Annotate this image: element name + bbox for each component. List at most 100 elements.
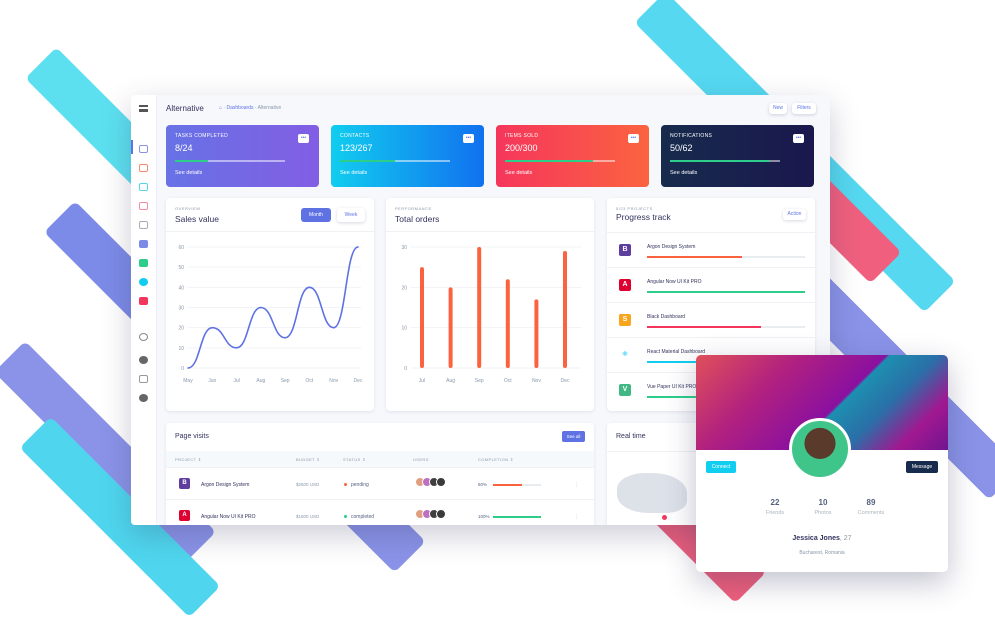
charts-icon[interactable] — [139, 278, 148, 286]
profile-stat-value: 10 — [818, 498, 828, 507]
x-tick-label: Aug — [446, 378, 455, 384]
x-tick-label: Jun — [208, 378, 216, 384]
x-tick-label: Sep — [281, 378, 290, 384]
see-details-link[interactable]: See details — [670, 170, 698, 176]
profile-age: , 27 — [839, 535, 852, 542]
more-button[interactable]: ••• — [793, 134, 804, 143]
progress-item-name: Black Dashboard — [647, 314, 686, 320]
column-header[interactable]: BUDGET ⇕ — [296, 457, 321, 462]
completion-text: 100% — [478, 514, 490, 519]
profile-stat: 22 Friends — [751, 498, 799, 516]
order-bar — [420, 267, 424, 368]
dashboard-icon[interactable] — [139, 145, 148, 153]
users-avatars[interactable] — [415, 477, 446, 489]
status-text: pending — [351, 482, 369, 488]
stat-card: ITEMS SOLD 200/300 See details ••• — [496, 125, 649, 187]
progress-item-name: Argon Design System — [647, 244, 696, 250]
profile-stat-value: 22 — [770, 498, 780, 507]
action-button[interactable]: Action — [783, 209, 806, 220]
progress-item[interactable]: S Black Dashboard — [607, 302, 815, 337]
tables-icon[interactable] — [139, 221, 148, 229]
sales-point — [211, 326, 214, 329]
profile-stat: 10 Photos — [799, 498, 847, 516]
see-details-link[interactable]: See details — [505, 170, 533, 176]
row-menu-icon[interactable]: ⋮ — [574, 514, 579, 520]
y-tick-label: 10 — [178, 346, 184, 352]
stat-label: TASKS COMPLETED — [175, 133, 229, 139]
status-text: completed — [351, 514, 375, 520]
widgets-icon[interactable] — [139, 259, 148, 267]
users-avatars[interactable] — [415, 509, 446, 521]
sales-point — [308, 286, 311, 289]
sales-point — [284, 336, 286, 339]
y-tick-label: 40 — [178, 285, 184, 291]
foundation-icon[interactable] — [139, 356, 148, 364]
project-logo-icon: B — [619, 244, 631, 256]
order-bar — [477, 247, 482, 368]
sales-point — [260, 306, 262, 309]
y-tick-label: 50 — [178, 265, 184, 271]
message-button[interactable]: Message — [906, 461, 938, 473]
orders-title: Total orders — [395, 214, 440, 224]
avatar[interactable] — [789, 418, 851, 480]
user-avatar[interactable] — [436, 509, 446, 519]
getting-started-icon[interactable] — [139, 333, 148, 341]
profile-name-line: Jessica Jones, 27 — [696, 535, 948, 542]
progress-item[interactable]: B Argon Design System — [607, 232, 815, 267]
completion-text: 60% — [478, 482, 488, 487]
stat-label: CONTACTS — [340, 133, 370, 139]
map-marker[interactable] — [662, 515, 667, 520]
stat-label: ITEMS SOLD — [505, 133, 539, 139]
stat-value: 123/267 — [340, 143, 373, 153]
progress-item-name: Angular Now UI Kit PRO — [647, 279, 702, 285]
y-tick-label: 30 — [401, 245, 407, 251]
sales-title: Sales value — [175, 214, 219, 224]
filters-button[interactable]: Filters — [792, 103, 816, 114]
stat-label: NOTIFICATIONS — [670, 133, 713, 139]
menu-icon[interactable] — [139, 105, 148, 112]
row-menu-icon[interactable]: ⋮ — [574, 482, 579, 488]
x-tick-label: Sep — [475, 378, 484, 384]
home-icon[interactable]: ⌂ — [219, 105, 223, 111]
calendar-icon[interactable] — [139, 297, 148, 305]
more-button[interactable]: ••• — [628, 134, 639, 143]
profile-stat-label: Friends — [765, 510, 785, 516]
column-header[interactable]: STATUS ⇕ — [343, 457, 366, 462]
week-tab[interactable]: Week — [337, 208, 365, 222]
column-header[interactable]: COMPLETION ⇕ — [478, 457, 514, 462]
project-logo-icon: ⚛ — [621, 351, 629, 358]
more-button[interactable]: ••• — [463, 134, 474, 143]
sales-point — [235, 347, 238, 349]
connect-button[interactable]: Connect — [706, 461, 736, 473]
x-tick-label: Jul — [233, 378, 239, 384]
maps-icon[interactable] — [139, 240, 148, 248]
budget: $2500 USD — [296, 482, 320, 487]
order-bar — [505, 279, 510, 368]
project-logo-icon: A — [619, 279, 631, 291]
stat-card: TASKS COMPLETED 8/24 See details ••• — [166, 125, 319, 187]
see-all-button[interactable]: See all — [562, 431, 585, 442]
project-name[interactable]: Angular Now UI Kit PRO — [201, 514, 256, 520]
stat-progress — [340, 160, 450, 162]
progress-item[interactable]: A Angular Now UI Kit PRO — [607, 267, 815, 302]
components-icon[interactable] — [139, 183, 148, 191]
table-row: A Angular Now UI Kit PRO $1800 USD complete… — [166, 499, 594, 525]
forms-icon[interactable] — [139, 202, 148, 210]
see-details-link[interactable]: See details — [175, 170, 203, 176]
examples-icon[interactable] — [139, 164, 148, 172]
see-details-link[interactable]: See details — [340, 170, 368, 176]
user-avatar[interactable] — [436, 477, 446, 487]
components-doc-icon[interactable] — [139, 375, 148, 383]
stat-progress — [175, 160, 285, 162]
column-header[interactable]: PROJECT ⇕ — [175, 457, 202, 462]
project-name[interactable]: Argon Design System — [201, 482, 250, 488]
plugins-icon[interactable] — [139, 394, 148, 402]
sales-point — [187, 367, 189, 369]
orders-overline: PERFORMANCE — [395, 206, 432, 211]
month-tab[interactable]: Month — [301, 208, 331, 222]
breadcrumb-dashboards[interactable]: Dashboards — [226, 105, 254, 111]
more-button[interactable]: ••• — [298, 134, 309, 143]
world-map[interactable] — [617, 473, 687, 513]
profile-stat-label: Photos — [814, 510, 832, 516]
new-button[interactable]: New — [769, 103, 787, 114]
